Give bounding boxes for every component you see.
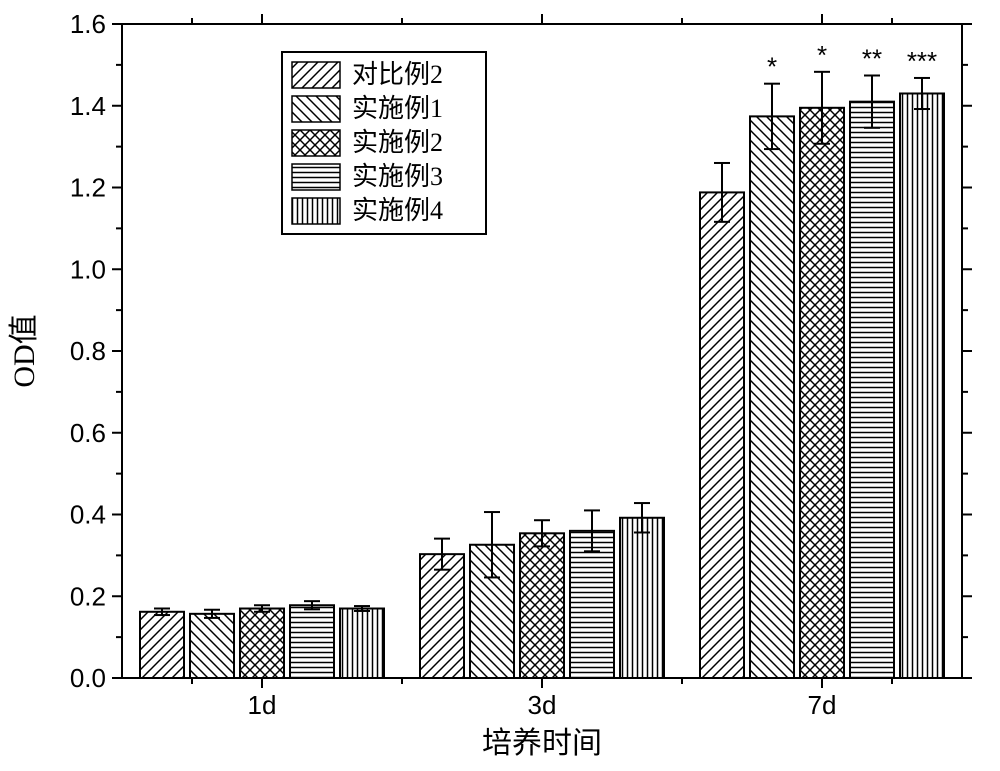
- legend-swatch: [292, 130, 340, 156]
- bar: [190, 614, 234, 678]
- significance-marker: **: [862, 44, 882, 74]
- bar: [420, 554, 464, 678]
- legend-swatch: [292, 96, 340, 122]
- svg-text:1d: 1d: [248, 690, 277, 720]
- legend-label: 实施例4: [352, 196, 443, 225]
- legend-label: 对比例2: [352, 60, 443, 89]
- legend-swatch: [292, 62, 340, 88]
- bar: [850, 102, 894, 678]
- legend-label: 实施例1: [352, 94, 443, 123]
- svg-text:3d: 3d: [528, 690, 557, 720]
- bar: [240, 609, 284, 678]
- bar: [520, 533, 564, 678]
- bar: [570, 531, 614, 678]
- svg-text:1.6: 1.6: [70, 9, 106, 39]
- y-axis-label-svg: OD值: [8, 314, 41, 387]
- legend-label: 实施例2: [352, 128, 443, 157]
- chart-svg: 0.00.20.40.60.81.01.21.41.61d3d7d*******…: [0, 0, 1000, 771]
- bar: [620, 518, 664, 678]
- bar: [750, 116, 794, 678]
- svg-text:0.8: 0.8: [70, 336, 106, 366]
- bar: [700, 192, 744, 678]
- svg-text:0.2: 0.2: [70, 581, 106, 611]
- legend-swatch: [292, 198, 340, 224]
- svg-text:1.4: 1.4: [70, 91, 106, 121]
- bar: [800, 108, 844, 678]
- bar: [290, 605, 334, 678]
- svg-text:7d: 7d: [808, 690, 837, 720]
- chart-container: 0.00.20.40.60.81.01.21.41.61d3d7d*******…: [0, 0, 1000, 771]
- significance-marker: *: [817, 40, 827, 70]
- svg-text:0.0: 0.0: [70, 663, 106, 693]
- bar: [140, 612, 184, 678]
- significance-marker: ***: [907, 46, 937, 76]
- bar: [900, 93, 944, 678]
- x-axis-label-svg: 培养时间: [482, 727, 602, 760]
- significance-marker: *: [767, 52, 777, 82]
- legend-swatch: [292, 164, 340, 190]
- bar: [340, 609, 384, 678]
- svg-text:1.0: 1.0: [70, 254, 106, 284]
- legend-label: 实施例3: [352, 162, 443, 191]
- svg-text:0.4: 0.4: [70, 500, 106, 530]
- svg-text:1.2: 1.2: [70, 173, 106, 203]
- svg-text:0.6: 0.6: [70, 418, 106, 448]
